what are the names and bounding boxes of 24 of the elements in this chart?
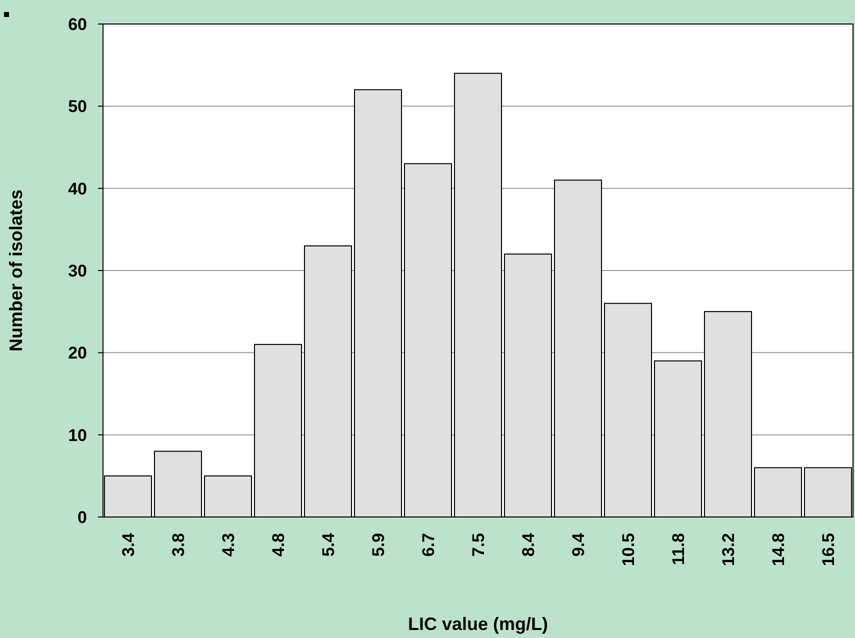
x-tick-label: 7.5 [468,533,488,557]
y-tick-label: 20 [68,344,87,363]
x-tick-label: 3.4 [118,532,138,557]
y-tick-label: 10 [68,426,87,445]
x-tick-label: 3.8 [168,533,188,557]
x-tick-label: 4.8 [268,533,288,557]
x-tick-label: 8.4 [518,532,538,557]
x-tick-label: 5.4 [318,532,338,557]
x-axis-title: LIC value (mg/L) [408,614,548,634]
x-tick-label: 14.8 [768,533,788,566]
x-tick-label: 13.2 [718,533,738,566]
x-tick-label: 16.5 [818,533,838,566]
y-axis-title: Number of isolates [6,189,26,352]
y-tick-label: 40 [68,179,87,198]
y-tick-label: 0 [78,508,87,527]
x-tick-label: 6.7 [418,533,438,557]
x-tick-label: 9.4 [568,532,588,557]
y-tick-label: 50 [68,97,87,116]
y-tick-label: 30 [68,261,87,280]
x-tick-label: 10.5 [618,533,638,566]
x-tick-label: 5.9 [368,533,388,557]
x-tick-label: 11.8 [668,533,688,566]
x-tick-label: 4.3 [218,533,238,557]
y-tick-label: 60 [68,14,87,34]
